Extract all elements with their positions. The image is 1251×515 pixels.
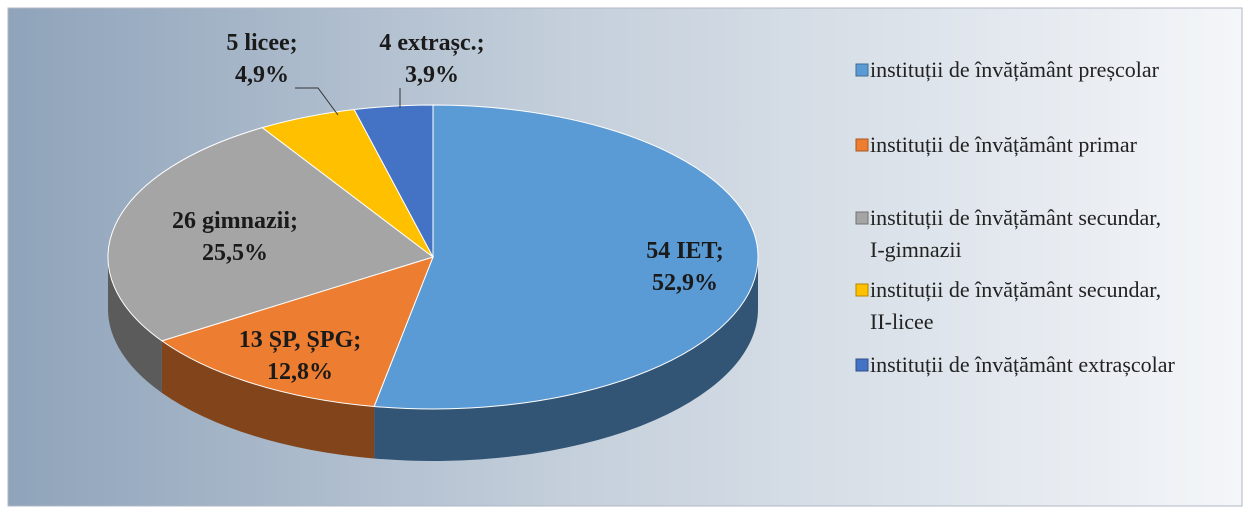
legend-label-line: instituții de învățământ primar (870, 132, 1138, 157)
slice (373, 104, 759, 410)
legend-swatch (855, 211, 869, 225)
legend-label-line: I-gimnazii (870, 237, 962, 262)
legend-swatch (855, 358, 869, 372)
legend-label-line: instituții de învățământ preșcolar (870, 57, 1160, 82)
data-label-line: 12,8% (267, 359, 333, 385)
data-label-line: 4,9% (235, 62, 289, 88)
legend-label-line: instituții de învățământ secundar, (870, 277, 1161, 302)
legend-swatch (855, 138, 869, 152)
legend-label: instituții de învățământ primar (870, 132, 1138, 157)
data-label-line: 52,9% (652, 270, 718, 296)
legend-swatch (855, 283, 869, 297)
legend-label: instituții de învățământ extrașcolar (870, 352, 1176, 377)
slice (353, 104, 434, 258)
data-label: 54 IET; 52,9% (646, 238, 724, 296)
leader-line (295, 87, 339, 116)
slice-side (374, 257, 758, 461)
data-label: 5 licee; 4,9% (226, 30, 297, 88)
data-label: 26 gimnazii; 25,5% (172, 208, 298, 266)
slice (160, 256, 434, 408)
slice-side (108, 257, 162, 393)
data-label-line: 3,9% (405, 62, 459, 88)
data-label-line: 54 IET; (646, 238, 724, 264)
data-label-line: 26 gimnazii; (172, 208, 298, 234)
legend-label-line: instituții de învățământ extrașcolar (870, 352, 1176, 377)
legend-label: instituții de învățământ preșcolar (870, 57, 1160, 82)
legend-swatch (855, 63, 869, 77)
data-label: 13 ȘP, ȘPG; 12,8% (239, 327, 361, 385)
slice (107, 127, 435, 342)
data-label-line: 5 licee; (226, 30, 297, 56)
legend-label-line: instituții de învățământ secundar, (870, 205, 1161, 230)
legend-label: instituții de învățământ secundar, I-gimn… (870, 205, 1161, 262)
legend-label: instituții de învățământ secundar, II-lic… (870, 277, 1161, 334)
data-label-line: 4 extrașc.; (379, 30, 484, 56)
data-label: 4 extrașc.; 3,9% (379, 30, 484, 88)
data-label-line: 13 ȘP, ȘPG; (239, 327, 361, 353)
legend-label-line: II-licee (870, 309, 934, 334)
data-label-line: 25,5% (202, 240, 268, 266)
